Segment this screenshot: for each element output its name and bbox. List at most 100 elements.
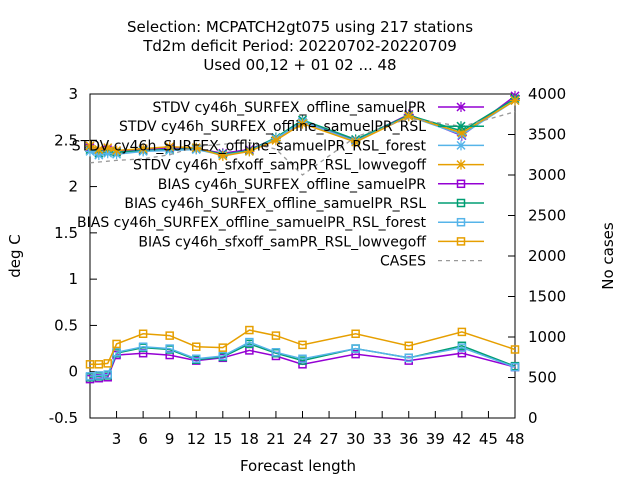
- data-point: [165, 331, 174, 340]
- data-point: [93, 144, 104, 155]
- y-tick-label: 2: [68, 178, 78, 196]
- y2-tick-label: 0: [528, 409, 538, 427]
- data-point: [138, 329, 148, 339]
- x-tick-label: 45: [479, 430, 498, 448]
- data-point: [271, 348, 281, 357]
- data-point: [192, 342, 201, 351]
- data-point: [103, 359, 112, 368]
- x-tick-label: 42: [452, 430, 471, 448]
- y2-tick-label: 3000: [528, 166, 566, 184]
- legend-label: STDV cy46h_sfxoff_samPR_RSL_lowvegoff: [133, 158, 426, 174]
- x-axis-label: Forecast length: [240, 457, 356, 475]
- legend-marker: [456, 198, 466, 208]
- data-point: [244, 146, 255, 157]
- data-point: [297, 118, 308, 129]
- data-point: [510, 95, 520, 106]
- data-point: [94, 360, 104, 369]
- y-tick-label: 1: [68, 270, 78, 288]
- data-point: [404, 341, 413, 351]
- y-tick-label: 2.5: [54, 131, 78, 149]
- legend-marker: [456, 179, 466, 189]
- data-point: [404, 353, 413, 363]
- data-point: [111, 145, 122, 156]
- legend-marker: [456, 237, 466, 246]
- data-point: [510, 362, 520, 372]
- series-line-7: [90, 329, 516, 366]
- legend-label: BIAS cy46h_SURFEX_offline_samuelPR: [158, 177, 426, 193]
- data-point: [457, 327, 467, 337]
- x-tick-label: 39: [426, 430, 445, 448]
- legend-marker: [456, 159, 466, 170]
- y2-tick-label: 1000: [528, 328, 566, 346]
- data-point: [245, 325, 254, 335]
- data-point: [94, 371, 104, 380]
- data-point: [351, 329, 360, 339]
- legend-label: STDV cy46h_SURFEX_offline_samuelPR_RSL_f…: [72, 138, 427, 154]
- legend-marker: [456, 121, 466, 132]
- data-point: [85, 140, 95, 151]
- data-point: [85, 360, 95, 369]
- data-point: [457, 343, 467, 352]
- x-tick-label: 18: [240, 430, 259, 448]
- y-axis-label: deg C: [6, 234, 24, 278]
- data-point: [298, 354, 307, 364]
- data-point: [102, 142, 113, 153]
- x-tick-label: 48: [505, 430, 524, 448]
- legend-marker: [456, 217, 466, 227]
- data-point: [138, 342, 148, 351]
- y-tick-label: -0.5: [49, 409, 78, 427]
- y2-tick-label: 1500: [528, 288, 566, 306]
- chart-title-line: Td2m deficit Period: 20220702-20220709: [142, 37, 457, 55]
- data-point: [112, 339, 121, 349]
- data-point: [350, 137, 361, 148]
- series-line-8: [89, 111, 516, 176]
- data-point: [351, 349, 360, 359]
- legend-label: STDV cy46h_SURFEX_offline_samuelPR_RSL: [119, 119, 426, 135]
- data-point: [218, 343, 228, 352]
- x-tick-label: 27: [320, 430, 339, 448]
- data-point: [165, 344, 174, 353]
- y-tick-label: 0: [68, 363, 78, 381]
- y2-tick-label: 500: [528, 369, 557, 387]
- x-tick-label: 30: [346, 430, 365, 448]
- legend-marker: [456, 102, 466, 112]
- x-tick-label: 9: [165, 430, 175, 448]
- data-point: [164, 141, 175, 152]
- legend-label: BIAS cy46h_sfxoff_samPR_RSL_lowvegoff: [138, 234, 426, 250]
- data-point: [510, 345, 520, 354]
- x-tick-label: 24: [293, 430, 312, 448]
- data-point: [85, 372, 95, 381]
- data-point: [271, 331, 281, 340]
- data-point: [192, 354, 201, 364]
- y-tick-label: 1.5: [54, 224, 78, 242]
- data-point: [218, 351, 228, 361]
- chart-title-line: Selection: MCPATCH2gt075 using 217 stati…: [127, 18, 473, 36]
- legend-label: CASES: [380, 254, 426, 270]
- x-tick-label: 36: [399, 430, 418, 448]
- data-point: [217, 151, 228, 162]
- y-tick-label: 0.5: [54, 316, 78, 334]
- legend-marker: [456, 140, 466, 151]
- x-tick-label: 33: [373, 430, 392, 448]
- data-point: [298, 340, 307, 350]
- data-point: [103, 370, 112, 379]
- chart-title-line: Used 00,12 + 01 02 ... 48: [203, 56, 396, 74]
- y2-tick-label: 3500: [528, 126, 566, 144]
- legend-label: BIAS cy46h_SURFEX_offline_samuelPR_RSL: [124, 196, 426, 212]
- x-tick-label: 12: [187, 430, 206, 448]
- data-point: [138, 143, 149, 154]
- x-tick-label: 3: [112, 430, 122, 448]
- y2-tick-label: 2000: [528, 247, 566, 265]
- y-tick-label: 3: [68, 85, 78, 103]
- data-point: [270, 135, 281, 146]
- x-tick-label: 21: [266, 430, 285, 448]
- data-point: [351, 344, 360, 353]
- legend-label: BIAS cy46h_SURFEX_offline_samuelPR_RSL_f…: [77, 215, 426, 231]
- data-point: [245, 337, 254, 347]
- y2-axis-label: No cases: [599, 222, 617, 290]
- legend-label: STDV cy46h_SURFEX_offline_samuelPR: [152, 100, 426, 116]
- x-tick-label: 15: [213, 430, 232, 448]
- y2-tick-label: 2500: [528, 207, 566, 225]
- y2-tick-label: 4000: [528, 85, 566, 103]
